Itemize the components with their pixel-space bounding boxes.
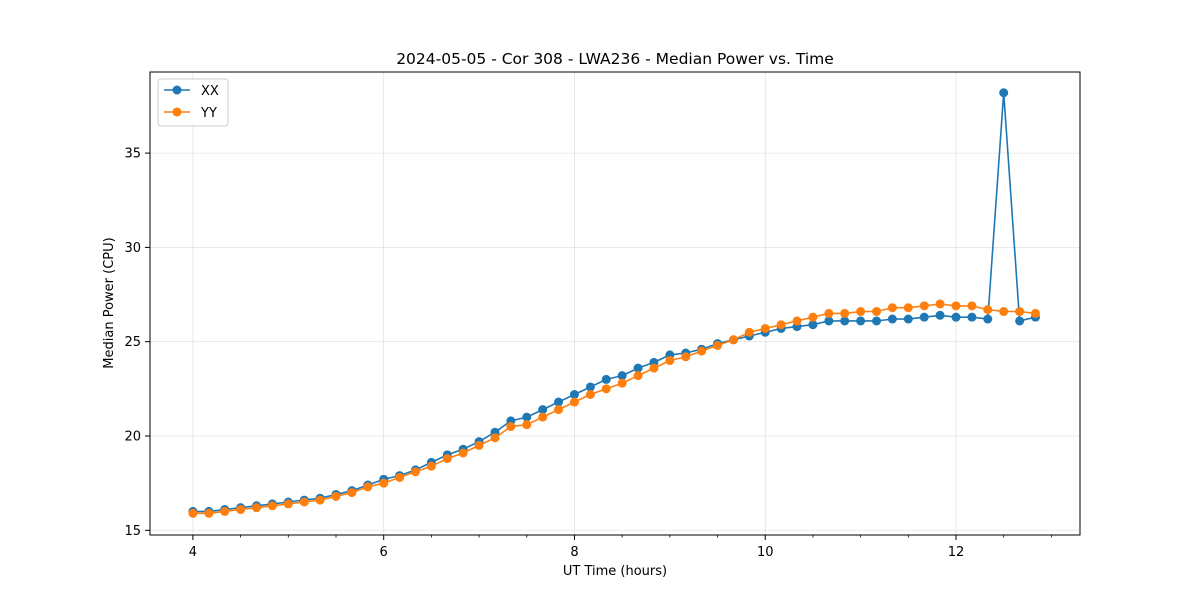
data-point-yy	[236, 505, 246, 515]
data-point-yy	[665, 356, 675, 366]
data-point-xx	[856, 316, 866, 326]
data-point-yy	[824, 308, 834, 318]
data-point-xx	[585, 382, 595, 392]
data-point-xx	[601, 374, 611, 384]
data-point-xx	[824, 316, 834, 326]
data-point-yy	[538, 412, 548, 422]
data-point-xx	[951, 312, 961, 322]
data-point-yy	[633, 371, 643, 381]
data-point-xx	[554, 397, 564, 407]
legend-label-xx: XX	[201, 84, 219, 99]
legend: XX YY	[157, 78, 229, 127]
grid	[150, 72, 1080, 535]
data-point-yy	[887, 303, 897, 313]
data-point-yy	[315, 495, 325, 505]
data-point-yy	[410, 467, 420, 477]
series-layer	[188, 88, 1040, 518]
chart-title: 2024-05-05 - Cor 308 - LWA236 - Median P…	[396, 50, 834, 68]
data-point-yy	[760, 323, 770, 333]
data-point-xx	[919, 312, 929, 322]
ticks: 4 6 8 10 12 15 20 25 30 35	[124, 147, 1052, 560]
data-point-yy	[649, 363, 659, 373]
x-tick-label: 8	[570, 545, 578, 560]
data-point-yy	[283, 499, 293, 509]
legend-marker-yy	[172, 107, 182, 117]
legend-label-yy: YY	[200, 106, 217, 121]
data-point-yy	[331, 491, 341, 501]
data-point-yy	[681, 352, 691, 362]
x-tick-label: 4	[189, 545, 197, 560]
data-point-yy	[951, 301, 961, 311]
data-point-xx	[538, 405, 548, 415]
y-tick-label: 35	[124, 147, 141, 162]
data-point-yy	[347, 488, 357, 498]
legend-marker-xx	[172, 85, 182, 95]
data-point-yy	[967, 301, 977, 311]
data-point-yy	[363, 482, 373, 492]
data-point-yy	[474, 440, 484, 450]
data-point-yy	[776, 320, 786, 330]
data-point-yy	[792, 316, 802, 326]
data-point-yy	[522, 420, 532, 430]
data-point-yy	[808, 312, 818, 322]
data-point-xx	[522, 412, 532, 422]
data-point-yy	[506, 422, 516, 432]
data-point-yy	[856, 307, 866, 317]
data-point-xx	[983, 314, 993, 324]
data-point-yy	[872, 307, 882, 317]
data-point-yy	[999, 307, 1009, 317]
data-point-yy	[585, 389, 595, 399]
data-point-yy	[252, 503, 262, 513]
y-tick-label: 25	[124, 335, 141, 350]
data-point-yy	[204, 508, 214, 518]
data-point-yy	[601, 384, 611, 394]
data-point-yy	[569, 397, 579, 407]
data-point-xx	[633, 363, 643, 373]
data-point-xx	[872, 316, 882, 326]
data-point-yy	[458, 448, 468, 458]
data-point-yy	[840, 308, 850, 318]
data-point-yy	[188, 508, 198, 518]
data-point-yy	[744, 327, 754, 337]
y-tick-label: 30	[124, 241, 141, 256]
data-point-yy	[554, 405, 564, 415]
data-point-yy	[490, 433, 500, 443]
data-point-xx	[569, 389, 579, 399]
data-point-xx	[887, 314, 897, 324]
plot-frame	[149, 71, 1081, 536]
data-point-yy	[617, 378, 627, 388]
data-point-yy	[442, 454, 452, 464]
data-point-yy	[299, 497, 309, 507]
y-tick-label: 20	[124, 429, 141, 444]
data-point-yy	[379, 478, 389, 488]
data-point-yy	[395, 472, 405, 482]
data-point-xx	[967, 312, 977, 322]
data-point-yy	[983, 305, 993, 315]
x-tick-label: 12	[948, 545, 965, 560]
data-point-xx	[935, 310, 945, 320]
data-point-yy	[220, 506, 230, 516]
data-point-xx	[808, 320, 818, 330]
data-point-xx	[840, 316, 850, 326]
data-point-yy	[1030, 308, 1040, 318]
data-point-yy	[728, 335, 738, 345]
x-axis-label: UT Time (hours)	[563, 564, 667, 579]
data-point-xx	[999, 88, 1009, 98]
data-point-yy	[267, 501, 277, 511]
data-point-xx	[903, 314, 913, 324]
data-point-yy	[935, 299, 945, 309]
y-tick-label: 15	[124, 524, 141, 539]
data-point-yy	[903, 303, 913, 313]
x-tick-label: 10	[757, 545, 774, 560]
y-axis-label: Median Power (CPU)	[102, 237, 117, 368]
data-point-yy	[1015, 307, 1025, 317]
data-point-yy	[697, 346, 707, 356]
data-point-xx	[617, 371, 627, 381]
data-point-yy	[426, 461, 436, 471]
data-point-yy	[713, 340, 723, 350]
data-point-yy	[919, 301, 929, 311]
x-tick-label: 6	[380, 545, 388, 560]
data-point-xx	[1015, 316, 1025, 326]
